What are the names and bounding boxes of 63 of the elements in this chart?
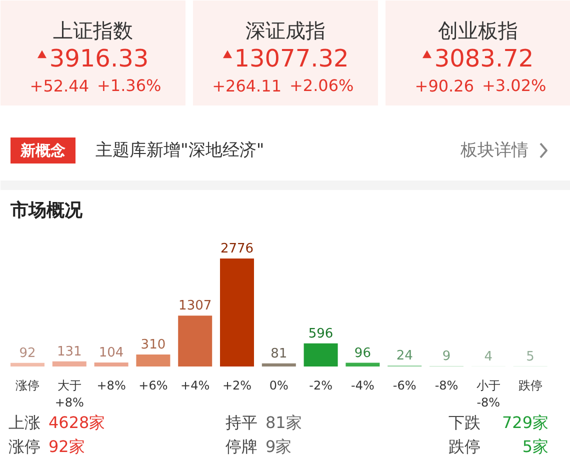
data-label: 81 bbox=[270, 346, 288, 362]
text: +90.26 bbox=[414, 76, 474, 96]
bar bbox=[262, 363, 296, 366]
data-label: 3916.33 bbox=[49, 44, 149, 72]
text: +3.02% bbox=[482, 76, 546, 95]
text: 停牌 bbox=[226, 437, 258, 456]
text: 729家 bbox=[502, 413, 549, 432]
data-label: 310 bbox=[140, 337, 166, 352]
text: +264.11 bbox=[212, 76, 282, 96]
x-tick-label: -4% bbox=[351, 378, 374, 392]
x-tick-label: 涨停 bbox=[16, 378, 40, 392]
data-label: 9 bbox=[442, 349, 451, 364]
data-label: 5 bbox=[526, 349, 534, 364]
bar bbox=[10, 362, 44, 366]
x-tick-label: +2% bbox=[222, 378, 252, 392]
bar bbox=[178, 316, 212, 366]
text: 板块详情 bbox=[460, 140, 528, 160]
bar bbox=[52, 361, 86, 366]
text: 主题库新增"深地经济" bbox=[96, 140, 264, 160]
text: 下跌 bbox=[448, 413, 480, 432]
bar bbox=[346, 362, 380, 366]
bar bbox=[220, 258, 254, 366]
x-tick-label: +6% bbox=[138, 378, 168, 392]
data-label: 104 bbox=[98, 345, 124, 360]
bar bbox=[304, 343, 338, 366]
category-label: 上证指数 bbox=[53, 18, 133, 42]
text: 上涨 bbox=[8, 413, 40, 432]
text: +2.06% bbox=[290, 76, 354, 95]
chart-title: 市场概况 bbox=[10, 200, 84, 221]
x-tick-label: 0% bbox=[269, 378, 288, 392]
text: 92家 bbox=[48, 437, 85, 456]
data-label: 13077.32 bbox=[234, 44, 349, 72]
x-tick-label: +4% bbox=[180, 378, 210, 392]
data-label: 596 bbox=[308, 326, 334, 342]
text: 4628家 bbox=[48, 413, 106, 432]
data-label: 2776 bbox=[220, 242, 254, 256]
x-tick-label: 大于 +8% bbox=[54, 378, 84, 410]
text: 5家 bbox=[522, 437, 549, 456]
bar bbox=[94, 362, 128, 366]
data-label: 96 bbox=[354, 346, 371, 361]
data-label: 3083.72 bbox=[434, 44, 534, 72]
text: 81家 bbox=[266, 413, 302, 432]
category-label: 创业板指 bbox=[438, 18, 518, 42]
category-label: 深证成指 bbox=[246, 18, 326, 42]
x-tick-label: 跌停 bbox=[518, 378, 542, 392]
bar bbox=[136, 354, 170, 366]
data-label: 131 bbox=[56, 344, 82, 360]
text: 持平 bbox=[226, 413, 258, 432]
x-tick-label: -2% bbox=[309, 378, 332, 392]
x-tick-label: +8% bbox=[96, 378, 126, 392]
data-label: 92 bbox=[19, 346, 36, 361]
text: +52.44 bbox=[30, 76, 90, 96]
text: 跌停 bbox=[448, 437, 480, 456]
x-tick-label: -8% bbox=[434, 378, 458, 392]
text: 新概念 bbox=[20, 142, 66, 160]
x-tick-label: -6% bbox=[392, 378, 416, 392]
text: 涨停 bbox=[8, 437, 40, 456]
x-tick-label: 小于 -8% bbox=[476, 378, 500, 410]
data-label: 24 bbox=[396, 348, 413, 364]
text: +1.36% bbox=[97, 76, 162, 95]
data-label: 4 bbox=[484, 349, 493, 364]
data-label: 1307 bbox=[178, 298, 212, 314]
text: 9家 bbox=[266, 437, 292, 456]
